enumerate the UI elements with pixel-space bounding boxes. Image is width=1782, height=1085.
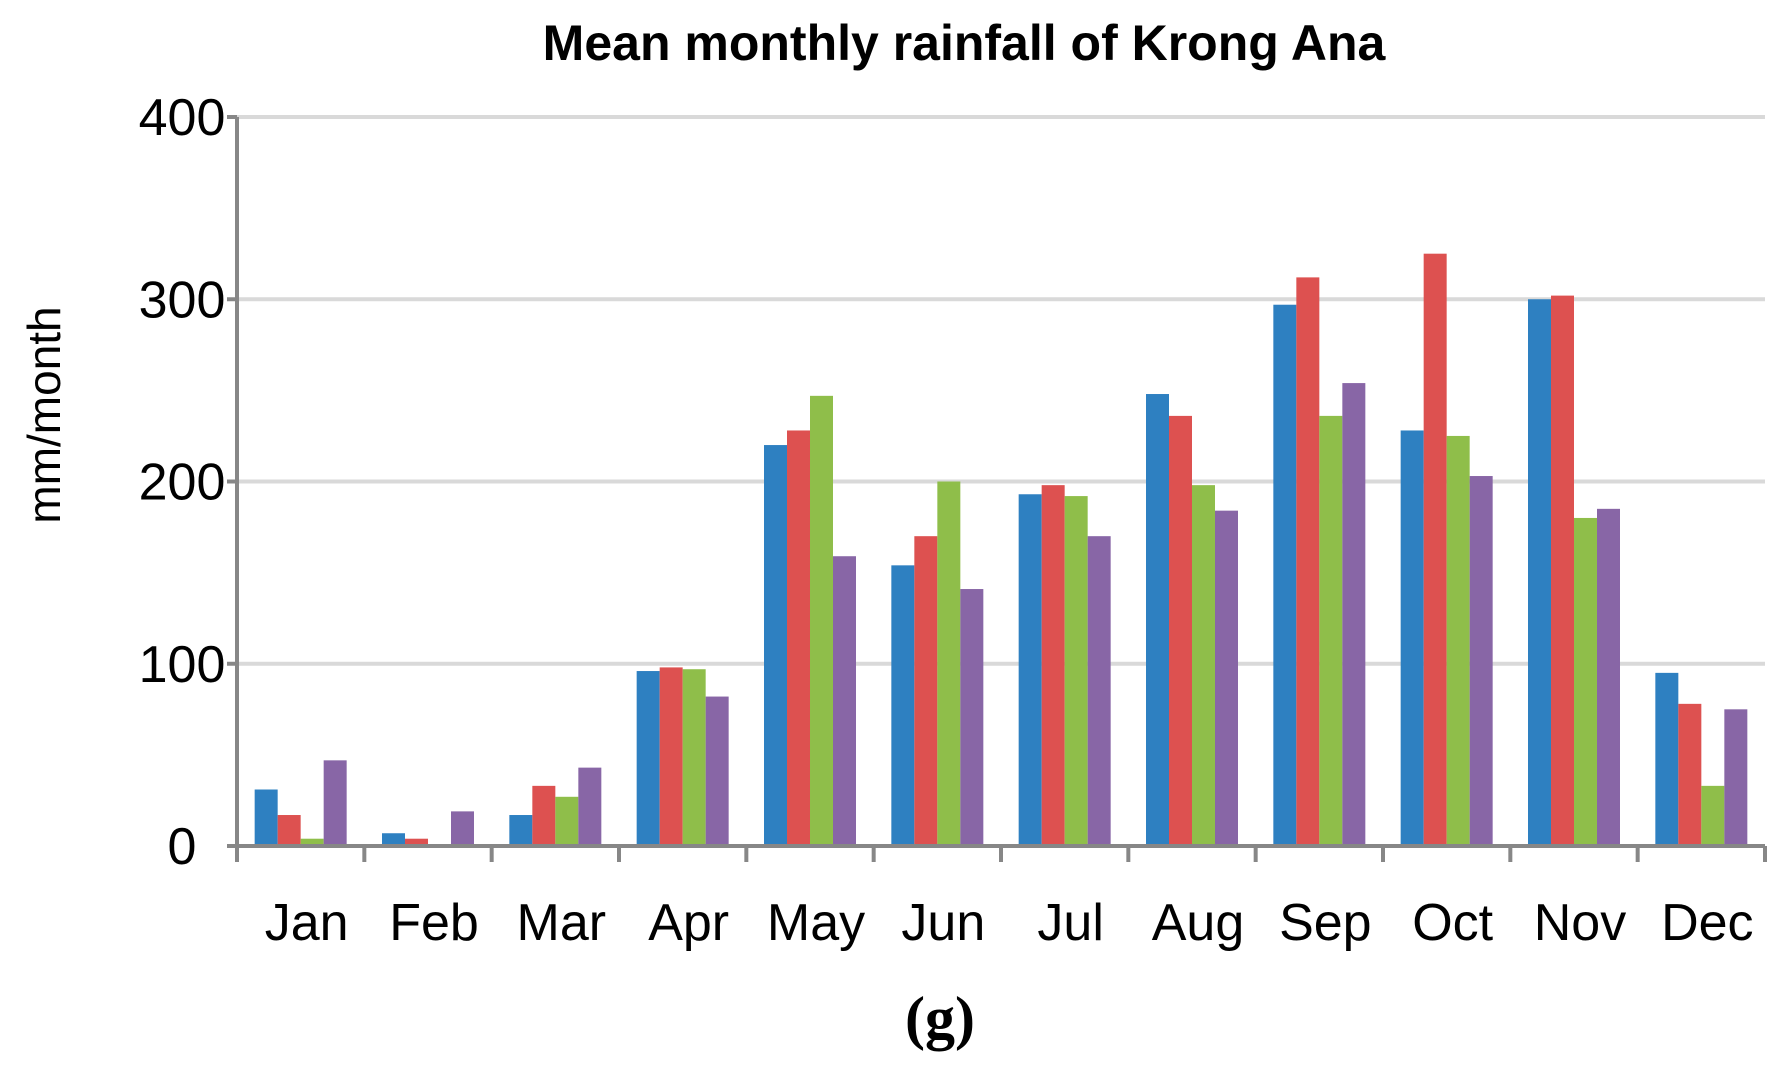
bar-nov-series-3: [1574, 517, 1597, 846]
bars: [254, 253, 1748, 847]
bar-oct-series-4: [1469, 476, 1493, 846]
bar-oct-series-2: [1423, 253, 1447, 846]
x-tick-label-oct: Oct: [1412, 894, 1493, 952]
bar-jul-series-2: [1041, 485, 1065, 846]
bar-mar-series-1: [509, 815, 533, 846]
x-tick-label-apr: Apr: [648, 894, 729, 952]
bar-oct-series-1: [1400, 430, 1424, 846]
bar-jun-series-4: [960, 589, 984, 846]
bar-sep-series-4: [1342, 383, 1366, 846]
bar-dec-series-2: [1678, 703, 1702, 846]
bar-sep-series-2: [1296, 277, 1320, 846]
y-tick-label: 400: [139, 89, 226, 147]
bar-jan-series-4: [323, 760, 347, 846]
bar-feb-series-1: [382, 833, 405, 846]
x-tick-label-aug: Aug: [1152, 894, 1245, 952]
bar-mar-series-3: [555, 796, 579, 846]
bar-feb-series-2: [405, 838, 428, 846]
bar-aug-series-4: [1215, 510, 1238, 846]
axes: 0 100 200 300 400 Jan Feb Mar Apr May Jun Jul Aug Sep…: [139, 89, 1767, 952]
bar-apr-series-2: [659, 667, 683, 846]
x-tick-label-jun: Jun: [901, 894, 985, 952]
bar-jan-series-2: [277, 815, 301, 846]
bar-jun-series-3: [937, 481, 961, 846]
y-tick-label: 100: [139, 636, 226, 694]
bar-dec-series-1: [1655, 672, 1679, 846]
bar-mar-series-4: [578, 767, 602, 846]
y-tick-label: 300: [139, 271, 226, 329]
bar-dec-series-3: [1701, 785, 1725, 846]
x-tick-label-may: May: [767, 894, 865, 952]
x-tick-label-jul: Jul: [1037, 894, 1103, 952]
x-tick-label-nov: Nov: [1534, 894, 1626, 952]
bar-may-series-1: [764, 445, 787, 846]
x-tick-label-feb: Feb: [389, 894, 479, 952]
bar-sep-series-1: [1273, 304, 1297, 846]
bar-jul-series-3: [1064, 496, 1088, 846]
bar-dec-series-4: [1724, 709, 1748, 846]
bar-aug-series-2: [1169, 415, 1192, 846]
bar-nov-series-1: [1528, 299, 1551, 846]
bar-aug-series-3: [1192, 485, 1215, 846]
bar-may-series-3: [810, 395, 833, 846]
bar-jun-series-1: [891, 565, 915, 846]
bar-sep-series-3: [1319, 415, 1343, 846]
bar-jun-series-2: [914, 536, 938, 846]
chart-title: Mean monthly rainfall of Krong Ana: [543, 15, 1387, 71]
x-tick-label-dec: Dec: [1661, 894, 1753, 952]
bar-jul-series-1: [1018, 494, 1042, 846]
bar-may-series-4: [833, 556, 856, 846]
y-tick-label: 200: [139, 454, 226, 512]
bar-aug-series-1: [1146, 394, 1169, 846]
bar-apr-series-1: [636, 671, 660, 846]
bar-may-series-2: [787, 430, 810, 846]
bar-mar-series-2: [532, 785, 556, 846]
gridlines: [237, 115, 1765, 666]
y-axis-label: mm/month: [18, 306, 70, 523]
x-tick-label-sep: Sep: [1279, 894, 1372, 952]
figure-caption: (g): [905, 985, 975, 1051]
bar-jan-series-1: [254, 789, 278, 846]
bar-feb-series-4: [451, 811, 474, 846]
bar-apr-series-3: [682, 669, 706, 846]
bar-oct-series-3: [1446, 435, 1470, 846]
bar-nov-series-2: [1551, 295, 1574, 847]
x-tick-label-jan: Jan: [265, 894, 349, 952]
x-tick-label-mar: Mar: [517, 894, 607, 952]
bar-jul-series-4: [1087, 536, 1111, 846]
y-tick-label: 0: [168, 818, 197, 876]
bar-apr-series-4: [705, 696, 729, 846]
bar-jan-series-3: [300, 838, 324, 846]
bar-nov-series-4: [1597, 508, 1620, 846]
